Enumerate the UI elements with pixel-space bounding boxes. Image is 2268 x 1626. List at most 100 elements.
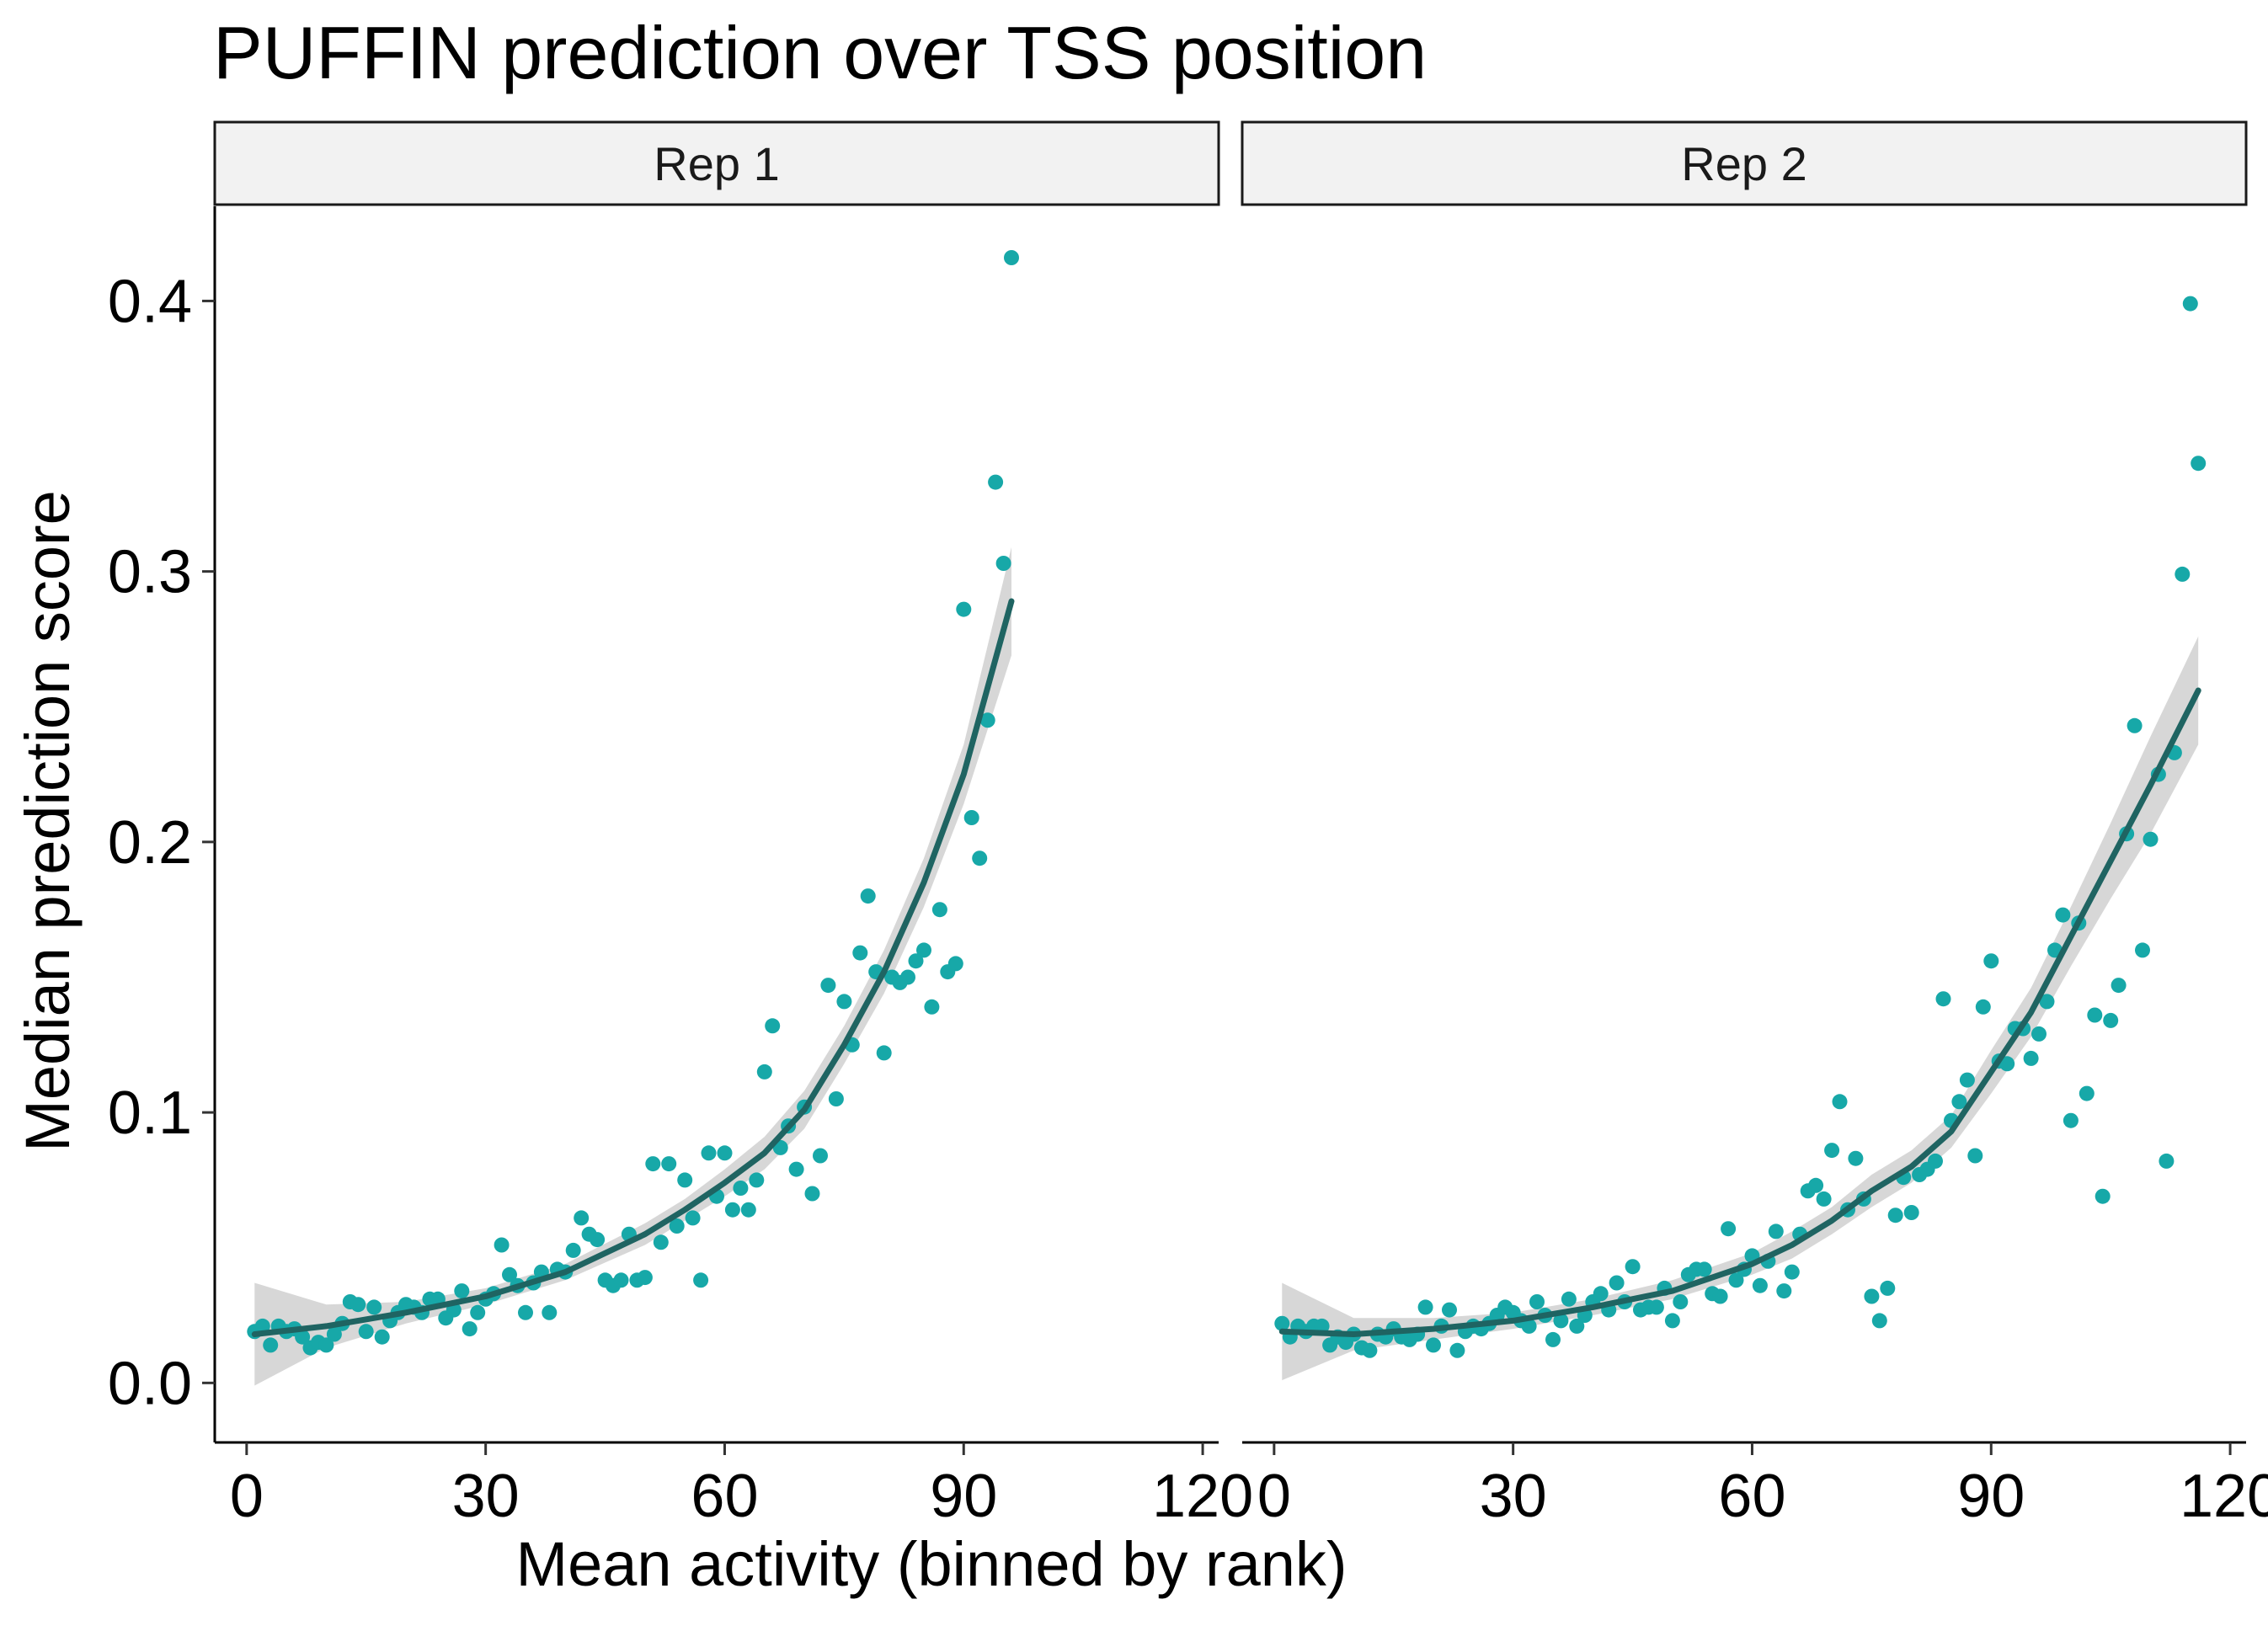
plot-area-rep-2 [1274, 296, 2207, 1381]
data-point [1561, 1291, 1577, 1307]
data-point [740, 1202, 756, 1218]
data-point [669, 1218, 685, 1234]
data-point [326, 1326, 342, 1342]
data-point [756, 1064, 772, 1080]
data-point [2111, 978, 2127, 994]
data-point [972, 850, 988, 866]
confidence-ribbon [254, 546, 1011, 1386]
data-point [2055, 907, 2071, 923]
data-point [979, 712, 995, 728]
chart-title: PUFFIN prediction over TSS position [213, 11, 1427, 94]
data-point [1816, 1191, 1832, 1207]
data-point [1928, 1153, 1943, 1169]
data-point [1648, 1299, 1664, 1315]
strip-background [213, 120, 1220, 206]
data-point [645, 1156, 661, 1172]
x-tick-label: 90 [1957, 1463, 2025, 1530]
data-point [2087, 1007, 2103, 1023]
data-point [924, 999, 940, 1015]
x-tick-label: 30 [1480, 1463, 1547, 1530]
strip-background [1241, 120, 2248, 206]
data-point [995, 556, 1011, 571]
y-tick-label: 0.4 [108, 268, 192, 335]
data-point [2182, 296, 2198, 312]
data-point [1967, 1148, 1983, 1164]
data-point [677, 1172, 693, 1188]
data-point [1880, 1280, 1896, 1296]
data-point [1664, 1313, 1680, 1329]
data-point [542, 1304, 558, 1320]
data-point [1784, 1264, 1800, 1280]
data-point [637, 1270, 653, 1286]
x-tick-label: 120 [1152, 1463, 1253, 1530]
x-tick-label: 90 [930, 1463, 997, 1530]
data-point [733, 1181, 749, 1196]
data-point [2079, 1085, 2095, 1101]
data-point [1529, 1294, 1545, 1309]
x-tick-label: 120 [2180, 1463, 2268, 1530]
data-point [1545, 1331, 1561, 1347]
x-tick-label: 30 [452, 1463, 520, 1530]
data-point [860, 888, 876, 904]
data-point [1848, 1150, 1864, 1166]
x-tick-label: 0 [230, 1463, 264, 1530]
data-point [813, 1148, 828, 1164]
data-point [1569, 1318, 1585, 1334]
x-axis-rep-1: 0 30 60 90 120 [215, 1441, 1253, 1530]
data-point [852, 945, 868, 961]
data-point [295, 1329, 311, 1345]
y-tick-label: 0.1 [108, 1080, 192, 1147]
data-point [1673, 1294, 1689, 1309]
y-axis-title: Median prediction score [13, 490, 83, 1152]
data-point [1314, 1318, 1330, 1334]
data-point [366, 1299, 382, 1315]
data-point [956, 601, 972, 617]
data-point [900, 969, 915, 985]
strip-label: Rep 1 [654, 137, 779, 190]
y-axis: 0.0 0.1 0.2 0.3 0.4 [108, 206, 216, 1442]
data-point [1808, 1177, 1824, 1193]
data-point [1004, 250, 1019, 265]
data-point [717, 1145, 733, 1161]
data-point [565, 1242, 581, 1258]
y-tick-label: 0.0 [108, 1350, 192, 1417]
data-point [1999, 1056, 2015, 1072]
y-tick-label: 0.3 [108, 539, 192, 606]
data-point [613, 1272, 629, 1288]
data-point [2135, 942, 2150, 958]
panel-rep-2: Rep 2 [1241, 120, 2248, 1381]
data-point [2127, 717, 2143, 733]
data-point [1959, 1072, 1975, 1088]
data-point [590, 1232, 606, 1248]
data-point [701, 1145, 717, 1161]
data-point [1768, 1223, 1784, 1239]
data-point [765, 1018, 781, 1034]
data-point [916, 942, 931, 958]
panel-rep-1: Rep 1 [213, 120, 1220, 1386]
data-point [2159, 1153, 2175, 1169]
data-point [908, 953, 924, 969]
data-point [876, 1045, 892, 1061]
data-point [1274, 1315, 1290, 1331]
data-point [2103, 1012, 2119, 1028]
data-point [318, 1337, 334, 1353]
data-point [931, 902, 947, 918]
data-point [1824, 1143, 1840, 1159]
data-point [1442, 1302, 1457, 1318]
data-point [2143, 831, 2159, 847]
data-point [836, 994, 852, 1010]
data-point [661, 1156, 677, 1172]
y-tick-label: 0.2 [108, 809, 192, 877]
data-point [1521, 1318, 1537, 1334]
data-point [1553, 1313, 1569, 1329]
data-point [1903, 1205, 1919, 1220]
data-point [518, 1304, 533, 1320]
data-point [2031, 1026, 2047, 1042]
x-axis-rep-2: 0 30 60 90 120 [1242, 1441, 2268, 1530]
data-point [1752, 1277, 1768, 1293]
data-point [1712, 1288, 1728, 1304]
x-tick-label: 0 [1257, 1463, 1291, 1530]
data-point [502, 1266, 517, 1282]
data-point [1951, 1094, 1967, 1110]
data-point [494, 1237, 510, 1253]
